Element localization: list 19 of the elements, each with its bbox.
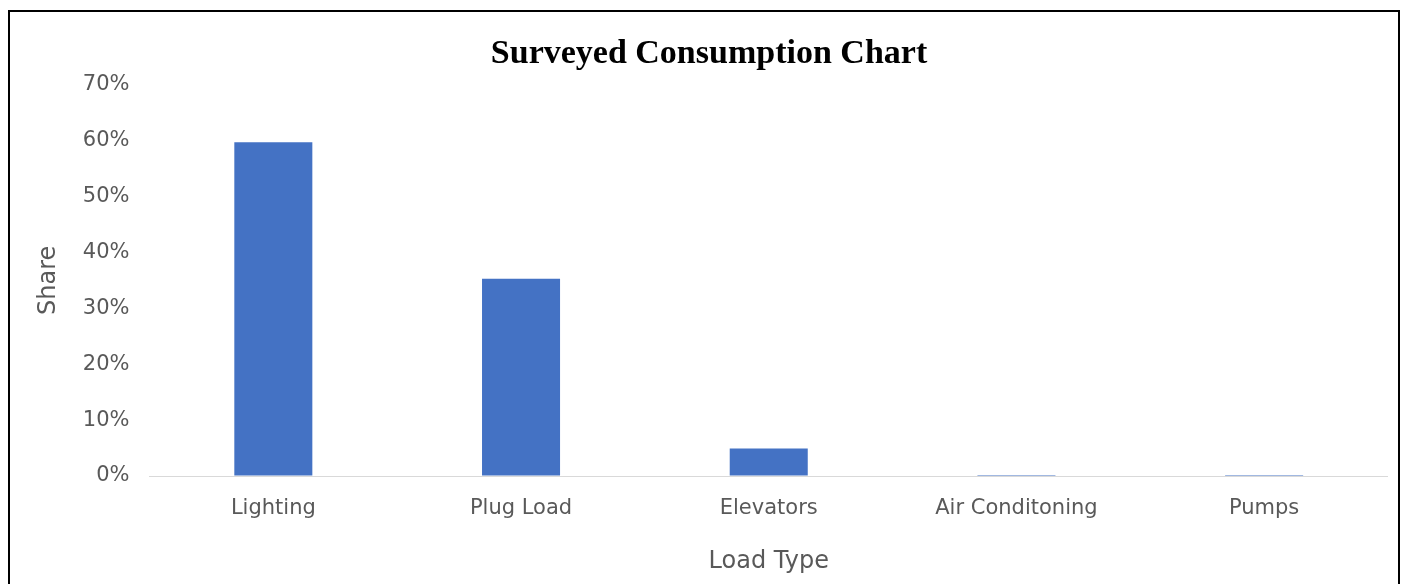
chart-title: Surveyed Consumption Chart bbox=[490, 33, 928, 71]
bar bbox=[234, 142, 313, 476]
x-tick-label: Lighting bbox=[230, 495, 316, 520]
y-tick-label: 30% bbox=[82, 294, 130, 319]
y-tick-label: 40% bbox=[82, 238, 130, 263]
y-tick-label: 60% bbox=[82, 127, 130, 152]
y-tick-label: 20% bbox=[82, 350, 130, 375]
y-tick-label: 70% bbox=[82, 71, 130, 96]
y-tick-label: 50% bbox=[82, 183, 130, 208]
y-tick-label: 0% bbox=[96, 462, 130, 487]
y-tick-label: 10% bbox=[82, 406, 130, 431]
bar bbox=[729, 448, 808, 476]
bar bbox=[482, 278, 561, 476]
x-tick-label: Pumps bbox=[1228, 495, 1300, 520]
x-axis-title: Load Type bbox=[708, 545, 829, 574]
x-tick-label: Air Conditoning bbox=[935, 495, 1098, 520]
y-axis-title: Share bbox=[32, 245, 61, 316]
x-tick-label: Plug Load bbox=[469, 495, 573, 520]
x-tick-label: Elevators bbox=[719, 495, 818, 520]
